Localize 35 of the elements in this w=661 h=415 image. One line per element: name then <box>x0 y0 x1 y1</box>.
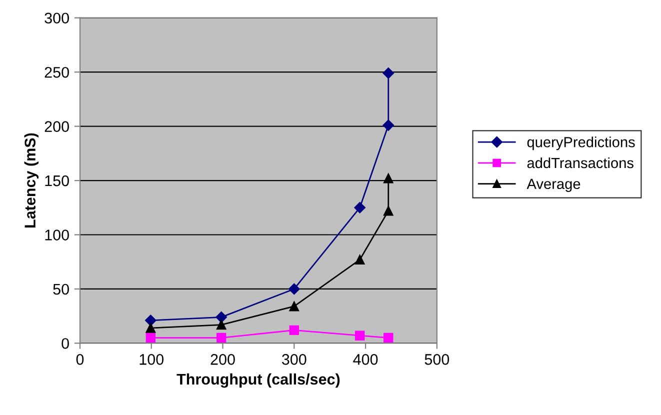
x-tick-label: 400 <box>353 354 378 365</box>
y-tick-label: 100 <box>45 230 69 240</box>
x-tick-label: 300 <box>282 354 306 365</box>
legend-label: addTransactions <box>527 157 634 168</box>
y-tick-label: 0 <box>62 338 69 349</box>
point <box>288 283 300 295</box>
y-tick-label: 250 <box>44 66 69 78</box>
point <box>146 332 156 343</box>
point <box>145 314 156 326</box>
x-axis-title: Throughput (calls/sec) <box>176 373 340 388</box>
point <box>382 68 394 79</box>
y-tick-label: 200 <box>44 121 69 132</box>
x-tick-label: 200 <box>210 354 235 365</box>
point <box>146 323 156 333</box>
point <box>289 325 300 336</box>
point <box>384 206 394 216</box>
point <box>354 254 365 265</box>
y-tick-label: 50 <box>53 284 69 295</box>
point <box>216 320 226 330</box>
x-tick-label: 100 <box>140 354 164 365</box>
x-tick-label: 500 <box>424 354 450 365</box>
point <box>216 312 227 323</box>
point <box>384 332 394 343</box>
point <box>216 332 226 343</box>
point <box>354 330 365 340</box>
legend-label: Average <box>526 178 580 192</box>
point <box>382 120 394 131</box>
point <box>384 173 394 184</box>
y-axis-title: Latency (mS) <box>24 133 39 228</box>
x-tick-label: 0 <box>76 354 84 365</box>
point <box>354 202 366 214</box>
point <box>289 301 300 312</box>
y-tick-label: 300 <box>44 12 69 24</box>
y-tick-label: 150 <box>45 175 69 186</box>
legend-label: queryPredictions <box>527 136 635 150</box>
